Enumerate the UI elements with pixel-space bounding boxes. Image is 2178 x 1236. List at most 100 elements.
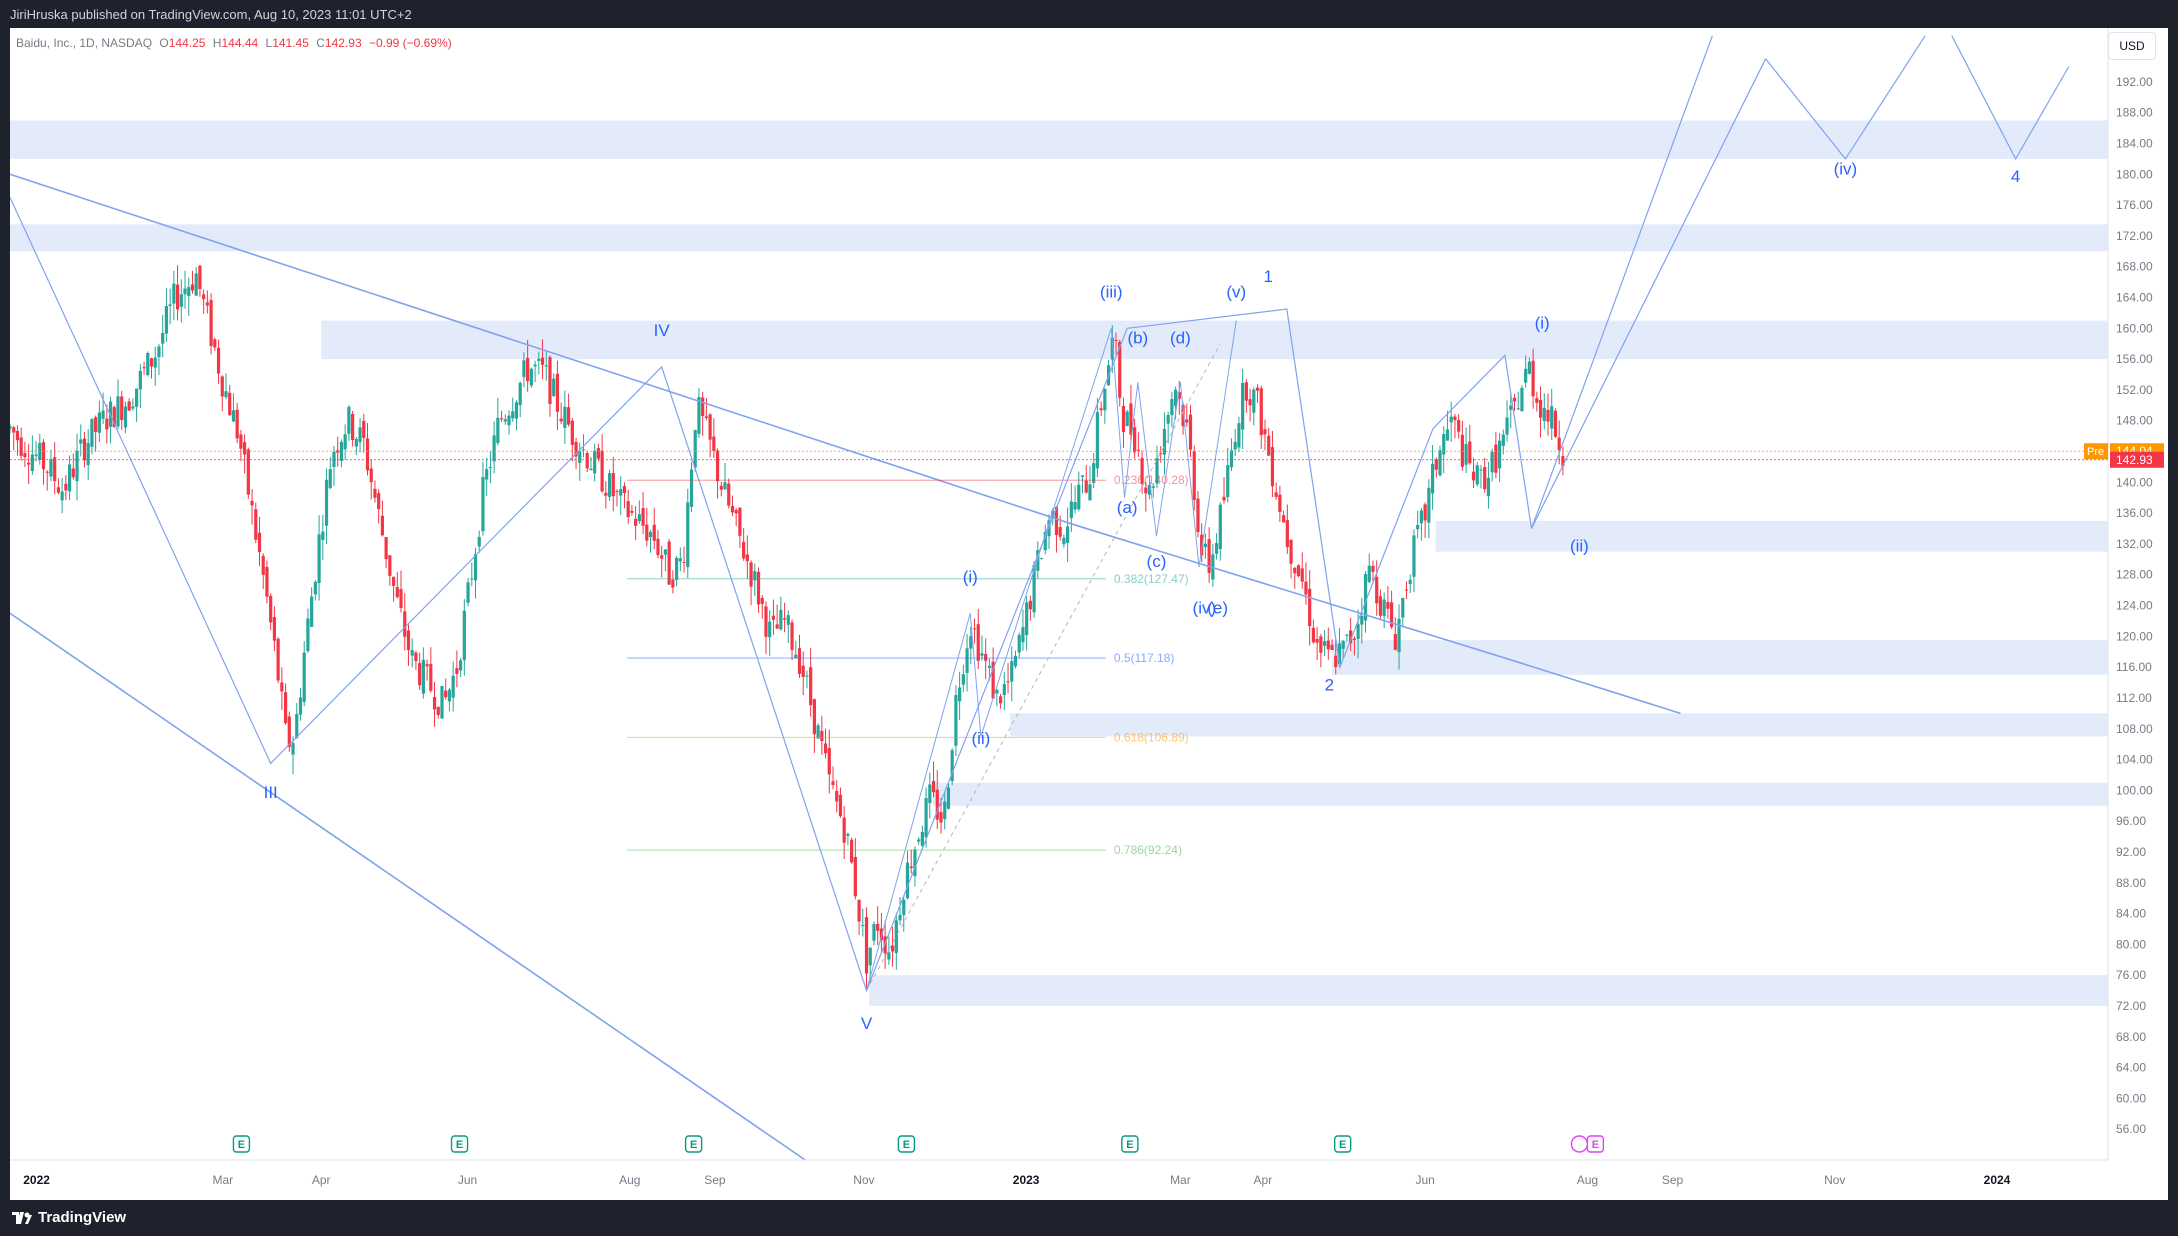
- candle-body: [231, 410, 236, 422]
- candle-body: [1449, 416, 1453, 423]
- candle-body: [138, 370, 142, 390]
- earnings-icon: [1333, 1135, 1352, 1153]
- candle-body: [1263, 429, 1267, 435]
- candle-body: [537, 358, 541, 361]
- y-tick-label: 60.00: [2116, 1091, 2146, 1105]
- high-label: H: [212, 36, 222, 50]
- candle-body: [715, 450, 720, 482]
- wave-line: [1765, 35, 1926, 160]
- candle-body: [1345, 634, 1349, 636]
- candle-body: [444, 690, 448, 698]
- x-tick-label: Apr: [1254, 1173, 1273, 1187]
- candle-body: [1054, 507, 1059, 535]
- wave-label: (iv): [1834, 159, 1858, 178]
- candle-body: [678, 558, 682, 562]
- candle-body: [1524, 368, 1528, 383]
- candle-body: [1408, 579, 1412, 585]
- candle-body: [1546, 409, 1550, 422]
- candle-body: [615, 491, 619, 493]
- x-tick-label: Apr: [312, 1173, 331, 1187]
- candle-body: [354, 439, 358, 447]
- price-zone: [1010, 713, 2109, 737]
- channel-extension-line: [1073, 523, 1681, 715]
- candle-body: [1188, 414, 1193, 450]
- candle-body: [250, 500, 254, 506]
- y-tick-label: 72.00: [2116, 999, 2146, 1013]
- candle-body: [1453, 416, 1457, 421]
- candle-body: [153, 357, 157, 368]
- wave-label: (v): [1226, 283, 1246, 302]
- candle-body: [131, 406, 135, 409]
- candle-body: [674, 557, 679, 580]
- candle-body: [1006, 681, 1010, 683]
- currency-button[interactable]: USD: [2108, 32, 2156, 60]
- price-chart[interactable]: 0.236(140.28) 0.382(127.47) 0.5(117.18) 0.6…: [10, 28, 2168, 1200]
- candle-body: [611, 472, 615, 497]
- candle-body: [1445, 429, 1450, 441]
- fib-label: 0.236(140.28): [1114, 473, 1189, 487]
- candle-body: [1490, 451, 1494, 473]
- candle-body: [850, 839, 854, 863]
- candle-body: [306, 618, 310, 652]
- candle-body: [1036, 550, 1040, 571]
- candle-body: [1300, 568, 1304, 582]
- candle-body: [1084, 480, 1088, 493]
- y-tick-label: 128.00: [2116, 568, 2153, 582]
- y-tick-label: 116.00: [2116, 660, 2152, 674]
- candle-body: [1237, 423, 1241, 448]
- price-zone: [1332, 640, 2108, 675]
- earnings-icon: [450, 1135, 469, 1153]
- candle-body: [310, 596, 314, 627]
- last-price-value: 142.93: [2116, 453, 2153, 467]
- candle-body: [648, 531, 653, 538]
- earnings-icon: [897, 1135, 916, 1153]
- candle-body: [1222, 496, 1226, 501]
- candle-body: [347, 406, 351, 434]
- candle-body: [1244, 382, 1248, 401]
- y-tick-label: 100.00: [2116, 783, 2153, 797]
- candle-body: [745, 554, 749, 562]
- candle-body: [97, 412, 101, 433]
- dividend-icon: [1570, 1135, 1589, 1153]
- candle-body: [913, 849, 917, 877]
- price-lines: [10, 450, 2108, 461]
- wave-label: 1: [1263, 267, 1272, 286]
- candle-body: [995, 689, 999, 694]
- candle-body: [902, 899, 906, 916]
- candle-body: [935, 789, 939, 820]
- candle-body: [522, 360, 526, 378]
- x-tick-label: Nov: [1824, 1173, 1845, 1187]
- candle-body: [864, 917, 869, 974]
- candle-body: [1475, 465, 1479, 485]
- tradingview-logo[interactable]: TradingView: [12, 1209, 126, 1226]
- candle-body: [112, 407, 116, 428]
- candle-body: [578, 451, 582, 463]
- candle-body: [23, 453, 27, 458]
- earnings-icon-letter: E: [903, 1139, 910, 1151]
- candle-body: [928, 784, 932, 804]
- candle-body: [548, 357, 552, 404]
- candle-body: [1133, 427, 1137, 453]
- candle-body: [1319, 636, 1323, 653]
- candle-body: [1531, 360, 1535, 397]
- candle-body: [82, 438, 87, 461]
- x-tick-label: Sep: [1662, 1173, 1684, 1187]
- candle-body: [1229, 450, 1234, 468]
- candle-body: [45, 471, 49, 473]
- candle-body: [1479, 469, 1483, 471]
- candle-body: [1542, 407, 1546, 422]
- candle-body: [924, 798, 928, 838]
- candle-body: [429, 663, 433, 691]
- candle-body: [827, 748, 831, 775]
- y-tick-label: 104.00: [2116, 753, 2153, 767]
- elliott-waves: IIIIVV(i)(ii)(iii)(a)(b)(c)(d)(iv)(e)(v)…: [10, 35, 2070, 1033]
- y-tick-label: 120.00: [2116, 629, 2153, 643]
- wave-line: [10, 35, 1713, 993]
- candle-body: [395, 587, 399, 598]
- candle-body: [1427, 487, 1431, 523]
- chart-area[interactable]: 0.236(140.28) 0.382(127.47) 0.5(117.18) 0.6…: [10, 28, 2168, 1200]
- candle-body: [529, 368, 533, 386]
- candle-body: [496, 417, 500, 444]
- candle-body: [272, 616, 277, 641]
- candle-body: [1557, 437, 1561, 451]
